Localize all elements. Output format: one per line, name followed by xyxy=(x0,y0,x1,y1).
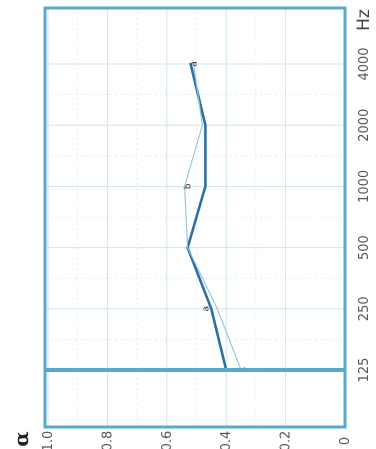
y-tick-label-2: 0.4 xyxy=(219,431,234,449)
x-tick-label-125: 125 xyxy=(357,358,372,383)
grid-lines xyxy=(45,8,345,427)
x-tick-label-2000: 2000 xyxy=(357,109,372,142)
y-tick-labels: 0 0.2 0.4 0.6 0.8 1.0 xyxy=(41,431,353,449)
y-tick-label-3: 0.6 xyxy=(160,431,175,449)
y-tick-label-4: 0.8 xyxy=(100,431,115,449)
x-tick-label-500: 500 xyxy=(357,235,372,260)
marker-label-0: a xyxy=(201,306,211,312)
x-tick-labels: 125 250 500 1000 2000 4000 xyxy=(357,47,372,382)
x-tick-label-1000: 1000 xyxy=(357,170,372,203)
y-tick-label-0: 0 xyxy=(338,437,353,445)
marker-label-2: b xyxy=(184,183,194,189)
marker-label-3: a xyxy=(190,61,200,67)
x-unit-label: Hz xyxy=(354,9,374,31)
x-tick-label-4000: 4000 xyxy=(357,47,372,80)
y-tick-label-1: 0.2 xyxy=(279,431,294,449)
x-tick-label-250: 250 xyxy=(357,296,372,321)
y-axis-symbol: α xyxy=(9,431,33,446)
plot-frame xyxy=(43,6,347,429)
y-tick-label-5: 1.0 xyxy=(41,431,56,449)
series-1-line xyxy=(184,63,242,371)
series-0-line xyxy=(186,62,228,372)
series-group xyxy=(184,62,242,372)
